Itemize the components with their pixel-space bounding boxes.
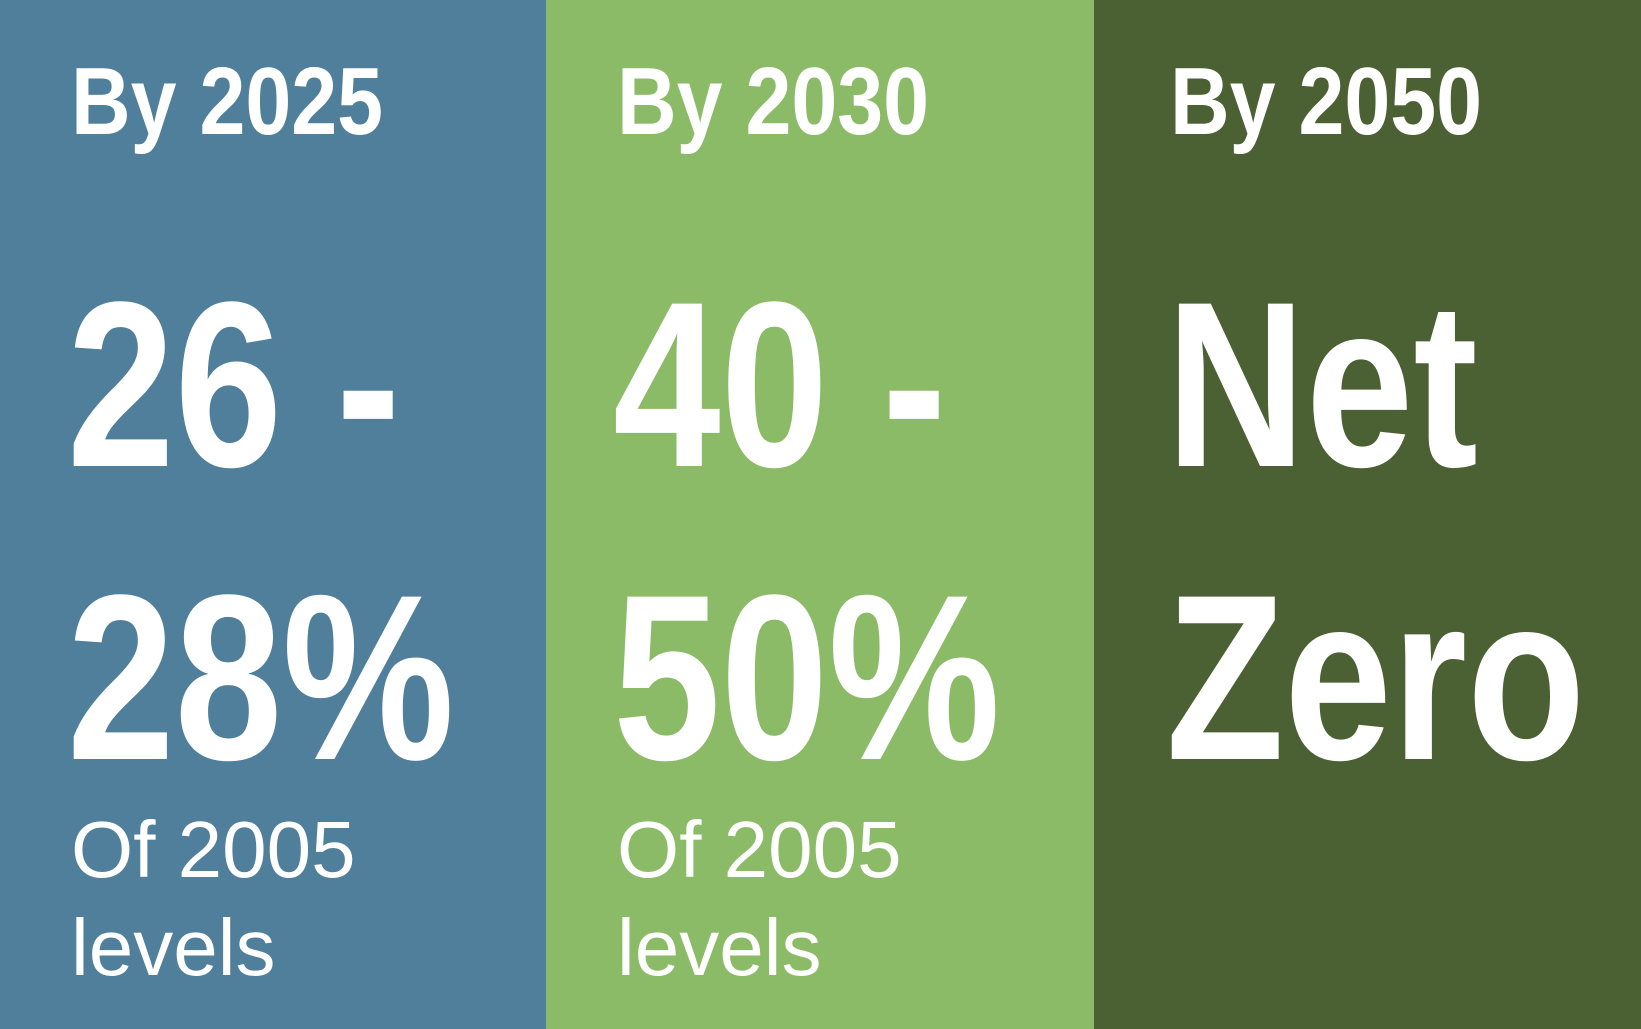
panel-figure-group: 28% (67, 546, 454, 810)
panel-note-group: Of 2005 (71, 805, 356, 894)
panel-heading: By 2025 (71, 47, 383, 154)
panel-figure: Zero (1166, 546, 1585, 810)
panel-figure: 26 - (67, 253, 400, 517)
panel-note: levels (71, 903, 276, 992)
panel-note: levels (617, 903, 822, 992)
panel-note-group: Of 2005 (617, 805, 902, 894)
panel-note: Of 2005 (71, 805, 356, 894)
panel-background (546, 0, 1095, 1029)
panel-heading-group: By 2025 (71, 47, 383, 154)
panel-figure-group: 50% (613, 546, 1000, 810)
panel-background (0, 0, 547, 1029)
panel-figure-group: Zero (1166, 546, 1585, 810)
panel-figure: 40 - (613, 253, 946, 517)
panel-figure-group: 26 - (67, 253, 400, 517)
panel-background (1094, 0, 1641, 1029)
panel-heading: By 2050 (1170, 47, 1482, 154)
panel-figure-group: Net (1166, 253, 1478, 517)
panel-note-group: levels (71, 903, 276, 992)
panel-heading-group: By 2030 (617, 47, 929, 154)
panel-note-group: levels (617, 903, 822, 992)
panel-figure: 50% (613, 546, 1000, 810)
panel-heading-group: By 2050 (1170, 47, 1482, 154)
panel-heading: By 2030 (617, 47, 929, 154)
panel-figure: Net (1166, 253, 1478, 517)
panel-figure-group: 40 - (613, 253, 946, 517)
panel-figure: 28% (67, 546, 454, 810)
panel-note: Of 2005 (617, 805, 902, 894)
